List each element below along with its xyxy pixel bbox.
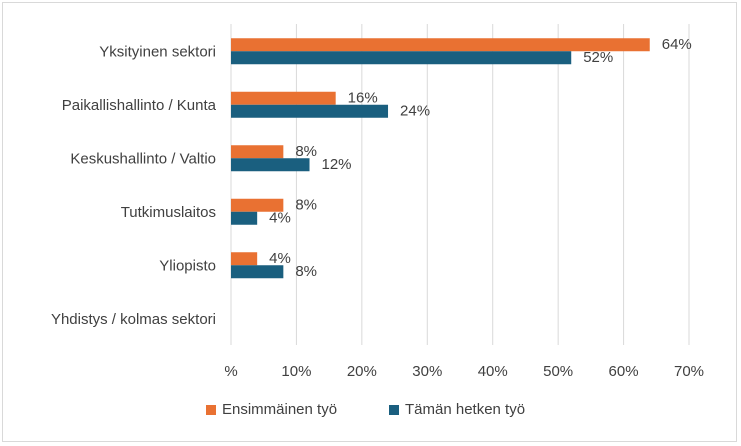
bar-ensimmainen-tyo <box>231 198 284 212</box>
bar-taman-hetken-tyo <box>231 51 572 65</box>
bar-ensimmainen-tyo <box>231 38 650 52</box>
x-tick-label: 40% <box>478 363 508 380</box>
x-tick-label: 30% <box>412 363 442 380</box>
x-tick-label: 10% <box>281 363 311 380</box>
category-label: Yhdistys / kolmas sektori <box>51 311 216 328</box>
x-tick-labels: % 10% 20% 30% 40% 50% 60% 70% <box>224 363 704 380</box>
bar-taman-hetken-tyo <box>231 265 284 279</box>
legend-swatch <box>206 405 216 415</box>
bar-taman-hetken-tyo <box>231 104 389 118</box>
data-label: 4% <box>269 250 291 267</box>
data-label: 12% <box>322 156 352 173</box>
legend: Ensimmäinen työ Tämän hetken työ <box>206 401 525 418</box>
bar-taman-hetken-tyo <box>231 211 258 225</box>
category-label: Paikallishallinto / Kunta <box>62 97 217 114</box>
category-label: Keskushallinto / Valtio <box>70 151 216 168</box>
x-tick-label: % <box>224 363 237 380</box>
x-tick-label: 70% <box>674 363 704 380</box>
data-label: 16% <box>348 90 378 107</box>
category-label: Tutkimuslaitos <box>121 204 216 221</box>
data-label: 8% <box>295 197 317 214</box>
x-tick-label: 20% <box>347 363 377 380</box>
data-label: 8% <box>295 263 317 280</box>
x-tick-label: 60% <box>609 363 639 380</box>
data-label: 64% <box>662 36 692 53</box>
legend-label: Tämän hetken työ <box>405 401 525 418</box>
legend-label: Ensimmäinen työ <box>222 401 337 418</box>
data-labels: 64%52%16%24%8%12%8%4%4%8% <box>269 36 692 280</box>
data-label: 24% <box>400 103 430 120</box>
chart-frame <box>2 2 737 442</box>
bar-ensimmainen-tyo <box>231 145 284 159</box>
legend-swatch <box>389 405 399 415</box>
bar-taman-hetken-tyo <box>231 158 310 172</box>
data-label: 4% <box>269 210 291 227</box>
x-tick-label: 50% <box>543 363 573 380</box>
data-label: 8% <box>295 143 317 160</box>
bars <box>231 38 650 279</box>
bar-ensimmainen-tyo <box>231 91 336 105</box>
category-labels: Yksityinen sektori Paikallishallinto / Ku… <box>51 44 217 329</box>
category-label: Yksityinen sektori <box>99 44 216 61</box>
bar-ensimmainen-tyo <box>231 252 258 266</box>
data-label: 52% <box>583 49 613 66</box>
category-label: Yliopisto <box>159 258 216 275</box>
gridlines <box>230 24 690 345</box>
